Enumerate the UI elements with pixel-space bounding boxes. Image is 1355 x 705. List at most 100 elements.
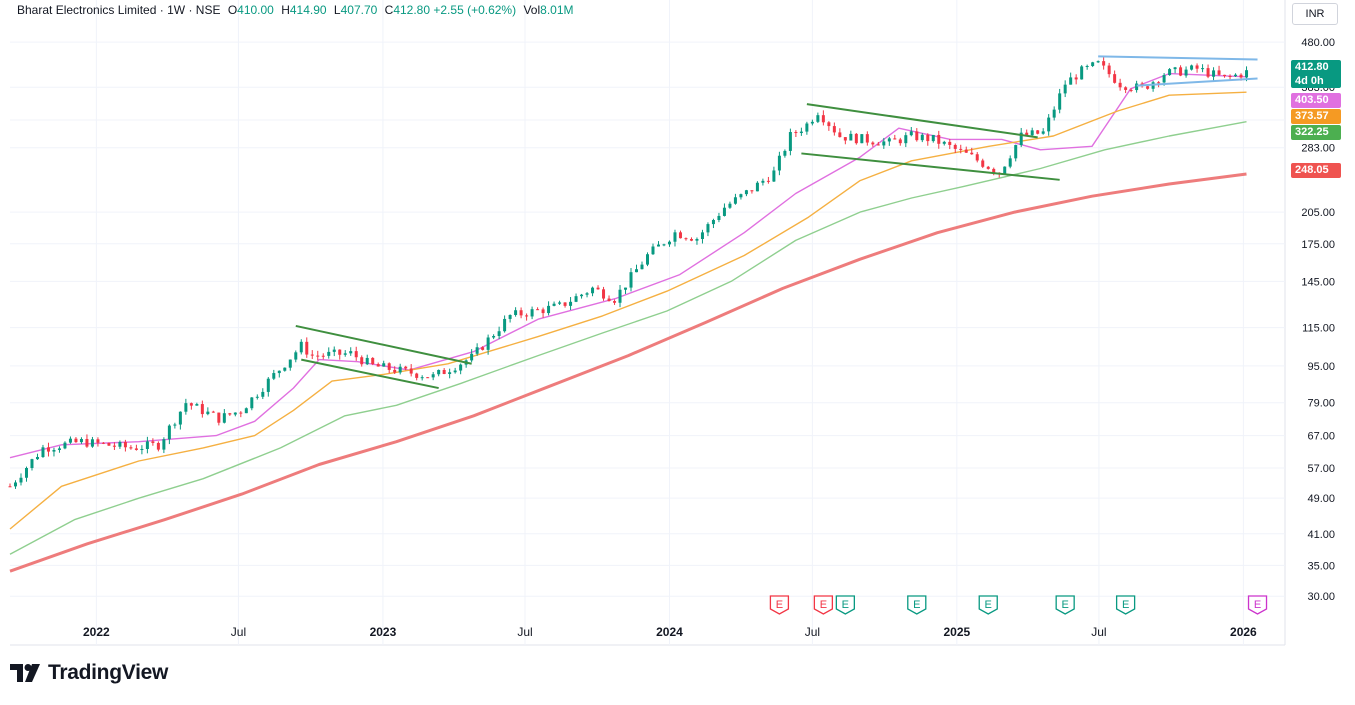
candle — [90, 436, 94, 448]
candle-body — [926, 134, 930, 142]
candle-body — [821, 115, 825, 123]
candle — [975, 152, 979, 163]
candle-body — [1190, 65, 1194, 70]
candle-body — [689, 238, 693, 241]
price-tick-label: 41.00 — [1307, 529, 1335, 541]
candle-body — [371, 357, 375, 365]
candle — [475, 343, 479, 356]
candle-body — [1058, 93, 1062, 110]
candle-body — [552, 303, 556, 306]
candle-body — [1113, 74, 1117, 83]
candle-body — [189, 403, 193, 406]
candle-body — [525, 315, 529, 317]
time-tick-label: 2023 — [370, 625, 397, 639]
price-tick-label: 145.00 — [1301, 276, 1335, 288]
candle-body — [387, 363, 391, 370]
candle-body — [986, 166, 990, 169]
candle-body — [530, 309, 534, 317]
candle-body — [964, 149, 968, 153]
volume-label: Vol — [523, 3, 541, 17]
candle-body — [607, 298, 611, 302]
price-tick-label: 67.00 — [1307, 431, 1335, 443]
candle-body — [101, 442, 105, 444]
candle-body — [90, 439, 94, 447]
candle-body — [887, 138, 891, 142]
candle — [211, 410, 215, 413]
candle-body — [1129, 89, 1133, 91]
candle-body — [448, 372, 452, 374]
open-value: 410.00 — [237, 3, 274, 17]
currency-button[interactable]: INR — [1292, 3, 1338, 25]
interval[interactable]: 1W — [167, 3, 186, 17]
candle-body — [1184, 69, 1188, 76]
candle-body — [1025, 132, 1029, 136]
candle — [74, 437, 78, 443]
candle-body — [635, 269, 639, 273]
candle-body — [541, 309, 545, 314]
candle — [728, 201, 732, 209]
last-price-value: 412.80 — [1295, 61, 1329, 73]
candle — [112, 442, 116, 450]
candle — [398, 363, 402, 375]
candle-body — [794, 132, 798, 134]
tradingview-logo[interactable]: TradingView — [10, 661, 168, 685]
candle — [838, 128, 842, 138]
candle — [931, 134, 935, 143]
candle — [1146, 85, 1150, 90]
candle — [206, 407, 210, 416]
candle-body — [613, 301, 617, 303]
candle — [178, 411, 182, 430]
legend-separator: · — [159, 3, 168, 17]
candle-body — [13, 482, 17, 487]
candle-body — [1096, 61, 1100, 63]
candle-body — [200, 404, 204, 415]
candle — [602, 286, 606, 301]
earnings-marker-label: E — [842, 599, 849, 611]
candle-body — [437, 369, 441, 375]
candle — [700, 229, 704, 244]
candle-body — [766, 180, 770, 182]
candle-body — [486, 337, 490, 350]
time-tick-label: 2024 — [656, 625, 683, 639]
candle — [640, 261, 644, 270]
candle-body — [426, 377, 430, 379]
candle — [536, 307, 540, 311]
candle — [541, 307, 545, 318]
candle — [1113, 70, 1117, 84]
candle — [1058, 88, 1062, 114]
candle — [68, 436, 72, 444]
candle — [481, 346, 485, 351]
candle — [777, 151, 781, 176]
candle-body — [184, 403, 188, 412]
candle-body — [871, 142, 875, 145]
candle-body — [19, 477, 23, 483]
candle — [942, 140, 946, 146]
trendlines[interactable] — [295, 55, 1258, 390]
candle — [272, 369, 276, 381]
candle-body — [1206, 68, 1210, 77]
candle-body — [722, 207, 726, 216]
candle-body — [1069, 77, 1073, 85]
time-axis[interactable]: 2022 Jul 2023 Jul 2024 Jul 2025 Jul 2026 — [83, 625, 1257, 639]
candle — [140, 445, 144, 455]
candle-body — [563, 302, 567, 306]
candle-body — [96, 439, 100, 443]
candle — [1036, 130, 1040, 135]
candle — [1129, 88, 1133, 93]
moving-average-lines — [9, 72, 1247, 573]
candle — [1234, 73, 1238, 77]
candle-body — [195, 404, 199, 406]
candle-body — [1085, 65, 1089, 67]
chart-grid — [10, 0, 1286, 646]
candle-body — [772, 170, 776, 182]
candle — [876, 141, 880, 146]
candle — [569, 297, 573, 310]
candle-body — [272, 373, 276, 379]
price-tick-label: 205.00 — [1301, 207, 1335, 219]
candle-body — [85, 438, 89, 447]
earnings-marker-label: E — [776, 599, 783, 611]
earnings-events[interactable]: E EE E E E E E — [769, 595, 1268, 615]
low-value: 407.70 — [340, 3, 378, 17]
candle — [624, 287, 628, 294]
